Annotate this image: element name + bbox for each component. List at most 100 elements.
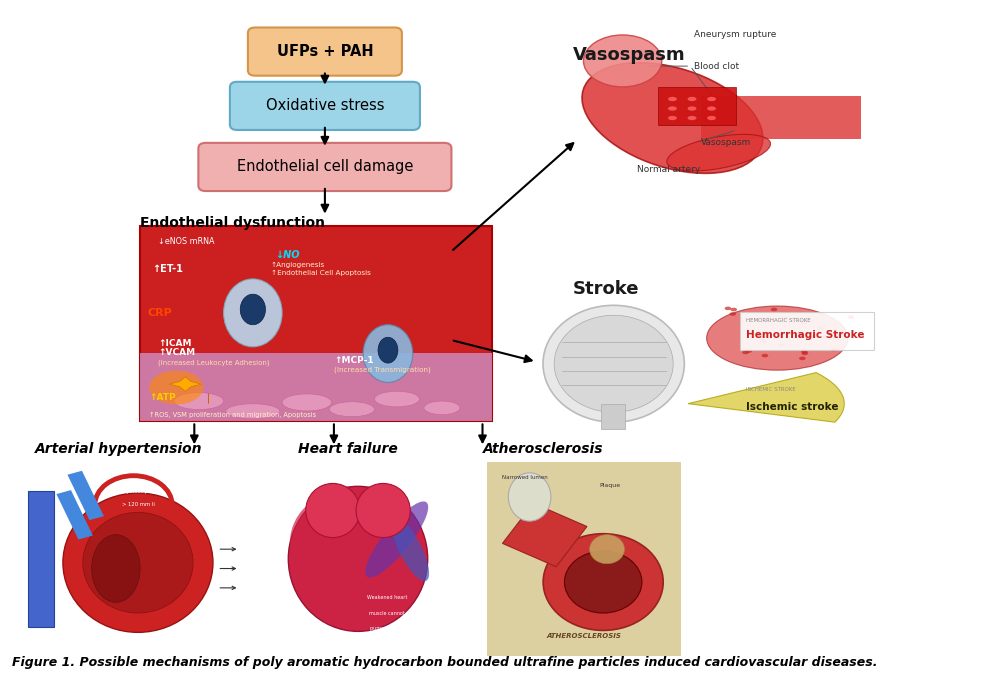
Text: Figure 1. Possible mechanisms of poly aromatic hydrocarbon bounded ultrafine par: Figure 1. Possible mechanisms of poly ar… <box>11 656 877 669</box>
Ellipse shape <box>544 534 664 630</box>
Text: ISCHEMIC STROKE: ISCHEMIC STROKE <box>746 387 796 392</box>
Ellipse shape <box>668 106 677 111</box>
Text: Endothelial dysfunction: Endothelial dysfunction <box>140 216 325 231</box>
Text: Vasospasm: Vasospasm <box>701 138 751 147</box>
Ellipse shape <box>92 534 140 602</box>
Ellipse shape <box>817 326 824 330</box>
Text: ↑Endothelial Cell Apoptosis: ↑Endothelial Cell Apoptosis <box>271 270 370 276</box>
Ellipse shape <box>762 354 768 358</box>
Ellipse shape <box>707 106 716 111</box>
Bar <box>28 491 54 626</box>
Text: HEMORRHAGIC STROKE: HEMORRHAGIC STROKE <box>746 318 811 324</box>
Text: CRP: CRP <box>147 308 172 318</box>
Bar <box>601 404 625 429</box>
Ellipse shape <box>374 391 419 407</box>
Text: Heart failure: Heart failure <box>298 441 397 456</box>
Ellipse shape <box>363 325 412 382</box>
Ellipse shape <box>391 517 429 581</box>
Text: ↑Angiogenesis: ↑Angiogenesis <box>271 262 325 268</box>
Bar <box>524 18 879 190</box>
Ellipse shape <box>799 356 806 360</box>
Bar <box>140 353 491 422</box>
Text: Narrowed lumen: Narrowed lumen <box>503 475 549 480</box>
Ellipse shape <box>811 335 818 339</box>
Text: Plaque: Plaque <box>600 483 621 488</box>
Ellipse shape <box>830 347 837 351</box>
Ellipse shape <box>565 551 642 613</box>
Bar <box>503 503 587 566</box>
Ellipse shape <box>282 394 331 411</box>
Text: Ischemic stroke: Ischemic stroke <box>746 401 838 411</box>
Bar <box>67 471 104 520</box>
Ellipse shape <box>725 307 732 310</box>
Bar <box>271 462 464 656</box>
Text: Normal artery: Normal artery <box>637 165 700 175</box>
Ellipse shape <box>667 135 771 171</box>
FancyBboxPatch shape <box>198 143 451 191</box>
Ellipse shape <box>748 331 755 335</box>
FancyBboxPatch shape <box>248 27 401 75</box>
Ellipse shape <box>582 63 763 173</box>
Text: blood: blood <box>380 641 393 647</box>
Bar <box>740 312 874 350</box>
Text: Vasospasm: Vasospasm <box>573 46 686 64</box>
Text: ↓NO: ↓NO <box>275 250 300 260</box>
Bar <box>56 490 93 539</box>
Text: ↑MCP-1: ↑MCP-1 <box>334 356 373 365</box>
Text: ↑VCAM: ↑VCAM <box>158 348 195 358</box>
Ellipse shape <box>688 106 697 111</box>
Ellipse shape <box>356 483 410 538</box>
Text: > 120 mm li: > 120 mm li <box>121 503 154 507</box>
Bar <box>510 292 882 435</box>
Bar <box>701 95 861 139</box>
Ellipse shape <box>590 534 625 564</box>
Text: muscle cannot: muscle cannot <box>369 611 405 615</box>
Ellipse shape <box>329 402 374 417</box>
Ellipse shape <box>707 116 716 120</box>
Polygon shape <box>688 373 844 422</box>
Text: Hemorrhagic Stroke: Hemorrhagic Stroke <box>746 330 864 340</box>
Text: (Increased Leukocyte Adhesion): (Increased Leukocyte Adhesion) <box>158 359 270 366</box>
Ellipse shape <box>848 316 854 319</box>
Ellipse shape <box>731 308 737 311</box>
Ellipse shape <box>800 321 807 324</box>
Polygon shape <box>169 377 201 392</box>
Ellipse shape <box>288 486 427 631</box>
Ellipse shape <box>781 317 788 320</box>
Text: (Increased Transmigration): (Increased Transmigration) <box>334 367 430 373</box>
Bar <box>23 462 244 656</box>
Text: ↑ROS, VSM proliferation and migration, Apoptosis: ↑ROS, VSM proliferation and migration, A… <box>149 411 316 418</box>
Ellipse shape <box>290 502 329 558</box>
FancyBboxPatch shape <box>140 226 491 422</box>
Ellipse shape <box>762 330 768 335</box>
Ellipse shape <box>305 483 360 538</box>
Ellipse shape <box>240 294 265 325</box>
Text: pump enough: pump enough <box>370 626 404 631</box>
Ellipse shape <box>226 404 280 419</box>
Ellipse shape <box>707 97 716 101</box>
Text: Systolic pre: Systolic pre <box>122 489 153 494</box>
Ellipse shape <box>778 343 785 347</box>
Ellipse shape <box>584 35 662 87</box>
Text: Atherosclerosis: Atherosclerosis <box>482 441 603 456</box>
Text: Weakened heart: Weakened heart <box>366 595 407 600</box>
Text: Stroke: Stroke <box>573 280 639 298</box>
Ellipse shape <box>760 339 767 343</box>
Ellipse shape <box>555 316 674 412</box>
Ellipse shape <box>746 350 753 353</box>
Ellipse shape <box>543 305 685 422</box>
Ellipse shape <box>668 116 677 120</box>
Ellipse shape <box>688 97 697 101</box>
Ellipse shape <box>63 493 213 632</box>
Ellipse shape <box>174 392 223 409</box>
Ellipse shape <box>668 97 677 101</box>
Ellipse shape <box>378 337 397 363</box>
Text: Endothelial cell damage: Endothelial cell damage <box>236 159 413 175</box>
Ellipse shape <box>742 351 749 354</box>
Text: ↑ICAM: ↑ICAM <box>158 339 192 348</box>
Ellipse shape <box>730 312 736 316</box>
Text: ATHEROSCLEROSIS: ATHEROSCLEROSIS <box>547 633 622 639</box>
FancyBboxPatch shape <box>230 82 419 130</box>
Bar <box>487 462 681 656</box>
Text: ↑ATP: ↑ATP <box>149 392 176 401</box>
